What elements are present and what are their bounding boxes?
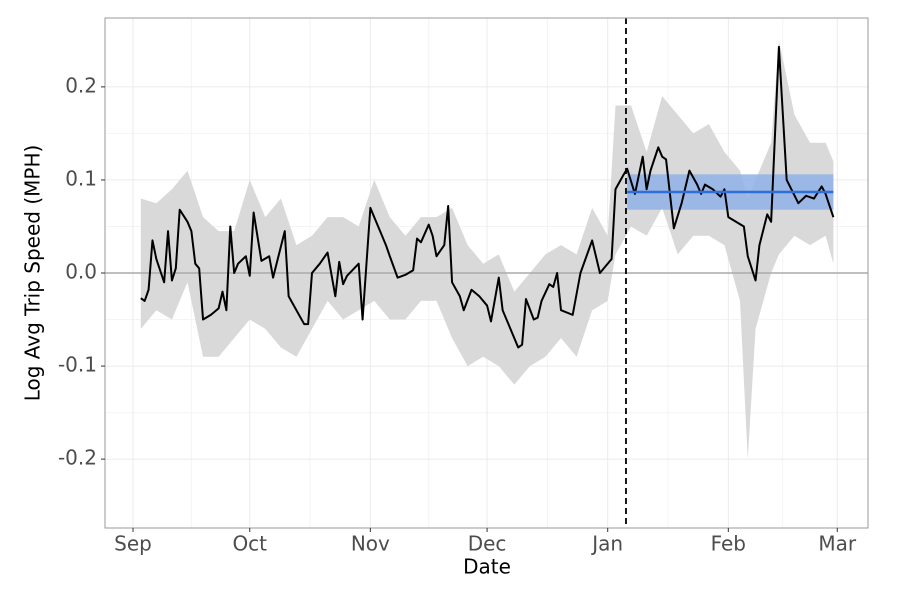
x-tick-label: Dec <box>468 532 507 556</box>
y-tick-label: 0.0 <box>65 260 97 284</box>
x-tick-label: Nov <box>351 532 390 556</box>
confidence-band <box>140 40 834 460</box>
x-tick-label: Oct <box>232 532 267 556</box>
y-tick-label: 0.2 <box>65 73 97 97</box>
series-line <box>140 45 835 349</box>
y-tick-label: 0.1 <box>65 166 97 190</box>
x-tick-label: Feb <box>711 532 746 556</box>
x-tick-label: Jan <box>590 532 623 556</box>
y-tick-label: -0.2 <box>58 446 97 470</box>
x-tick-label: Mar <box>818 532 857 556</box>
y-axis-label: Log Avg Trip Speed (MPH) <box>21 145 45 402</box>
y-tick-label: -0.1 <box>58 353 97 377</box>
x-tick-label: Sep <box>114 532 152 556</box>
x-axis-label: Date <box>463 555 511 579</box>
